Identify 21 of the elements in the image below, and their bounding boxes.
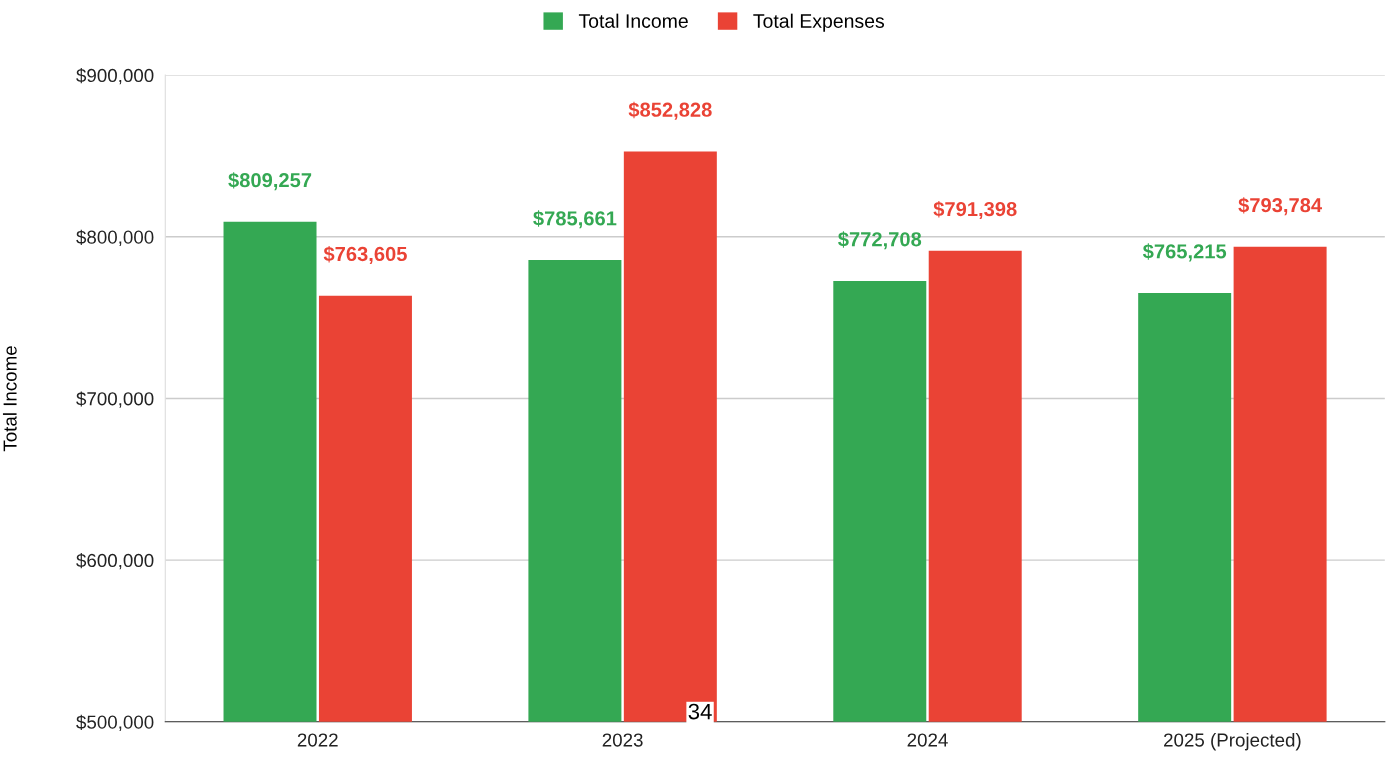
- data-label: $763,605: [323, 245, 407, 265]
- data-label: $772,708: [838, 231, 922, 250]
- y-tick-label: $900,000: [76, 68, 154, 85]
- x-tick-label: 2025 (Projected): [1164, 732, 1301, 751]
- x-tick-label: 2023: [602, 733, 643, 747]
- legend-label: Total Expenses: [753, 13, 885, 32]
- data-label: $793,784: [1238, 197, 1322, 216]
- x-tick-label: 2024: [907, 733, 948, 747]
- legend-label: Total Income: [578, 13, 688, 28]
- y-tick-label: $500,000: [76, 714, 154, 731]
- annotation: 34: [688, 703, 712, 720]
- x-tick-label: 2022: [297, 733, 338, 747]
- data-label: $765,215: [1142, 243, 1227, 262]
- y-tick-label: $600,000: [76, 553, 154, 570]
- data-label: $785,661: [533, 210, 617, 229]
- data-label: $852,828: [628, 101, 712, 120]
- y-axis-title: Total Income: [2, 346, 17, 452]
- data-label: $791,398: [933, 201, 1017, 220]
- y-tick-label: $800,000: [76, 229, 154, 246]
- data-label: $809,257: [228, 172, 312, 191]
- y-tick-label: $700,000: [76, 391, 154, 408]
